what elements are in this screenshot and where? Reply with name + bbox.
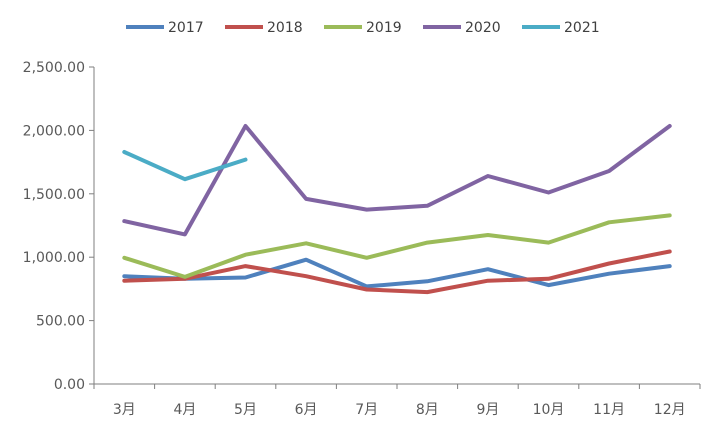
- legend-label-2019: 2019: [366, 20, 402, 36]
- x-tick-label: 8月: [416, 402, 439, 418]
- x-axis-tick-labels: 3月 4月 5月 6月 7月 8月 9月 10月 11月 12月: [93, 384, 701, 418]
- series-line-2017: [122, 257, 672, 289]
- y-tick-label: 2,500.00: [23, 60, 85, 76]
- y-tick-label: 500.00: [36, 314, 85, 330]
- y-axis-tick-labels: 0.00 500.00 1,000.00 1,500.00 2,000.00 2,500.…: [23, 60, 94, 393]
- series-line-2019: [122, 213, 672, 279]
- x-tick-label: 3月: [113, 402, 136, 418]
- legend: 2017 2018 2019 2020 2021: [126, 20, 600, 36]
- legend-label-2020: 2020: [465, 20, 501, 36]
- y-tick-label: 1,000.00: [23, 250, 85, 266]
- x-tick-label: 4月: [173, 402, 196, 418]
- legend-label-2017: 2017: [168, 20, 204, 36]
- series-line-2020: [122, 124, 672, 237]
- x-tick-label: 11月: [593, 402, 625, 418]
- x-tick-label: 6月: [295, 402, 318, 418]
- y-tick-label: 0.00: [54, 377, 85, 393]
- x-tick-label: 9月: [476, 402, 499, 418]
- y-tick-label: 1,500.00: [23, 187, 85, 203]
- series-line-2018: [122, 249, 672, 295]
- series-lines: [122, 124, 672, 295]
- y-tick-label: 2,000.00: [23, 123, 85, 139]
- x-tick-label: 12月: [654, 402, 686, 418]
- series-line-2021: [122, 150, 248, 182]
- legend-label-2021: 2021: [564, 20, 600, 36]
- x-tick-label: 7月: [355, 402, 378, 418]
- legend-label-2018: 2018: [267, 20, 303, 36]
- x-tick-label: 10月: [533, 402, 565, 418]
- x-tick-label: 5月: [234, 402, 257, 418]
